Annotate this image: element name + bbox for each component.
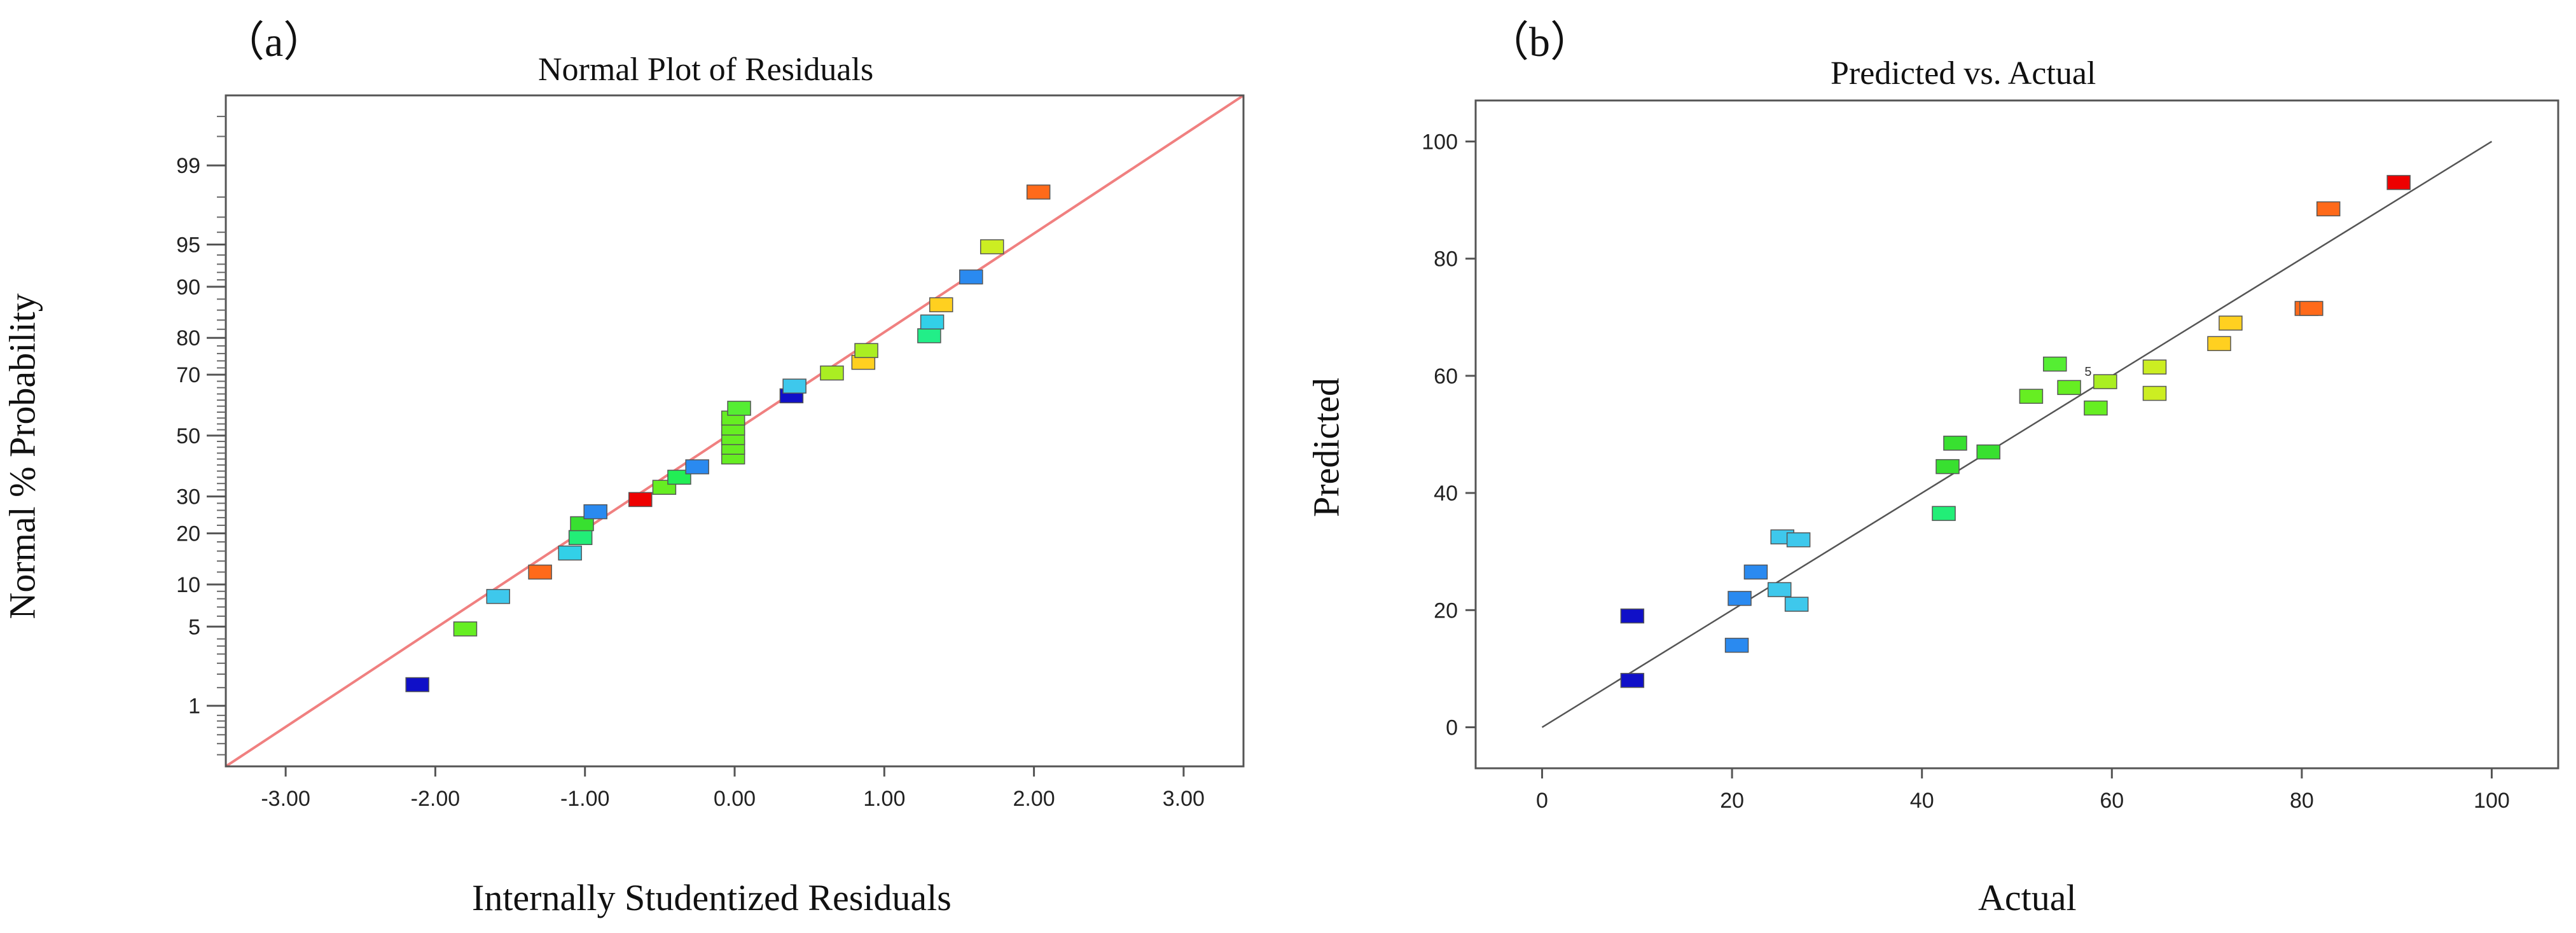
- chart-a-y-tick-label: 50: [176, 424, 200, 448]
- chart-b-data-point: [2057, 380, 2081, 396]
- chart-b-data-point: [2019, 389, 2044, 404]
- chart-b-data-point: [2084, 400, 2108, 416]
- chart-a-x-tick-label: -3.00: [261, 787, 310, 811]
- chart-b-data-point: [1768, 582, 1792, 597]
- chart-b-data-point: [1932, 506, 1956, 522]
- chart-a-y-tick-label: 10: [176, 573, 200, 597]
- chart-b-data-point: [1943, 436, 1967, 451]
- chart-a-data-point: [568, 530, 593, 545]
- chart-b-data-point: [1784, 597, 1809, 612]
- chart-b-data-point: [1728, 591, 1752, 606]
- chart-b-predicted-vs-actual: 0 20 40 60 80 100 0 20 40 60 80 100 5: [1422, 99, 2559, 813]
- chart-b-data-point: [2142, 385, 2167, 401]
- chart-b-y-tick-label: 40: [1434, 481, 1458, 506]
- chart-a-x-tick-label: 1.00: [863, 787, 905, 811]
- chart-b-data-point: [2042, 356, 2067, 372]
- chart-a-data-point: [854, 343, 878, 358]
- chart-a-title: Normal Plot of Residuals: [538, 52, 874, 88]
- chart-b-x-tick-label: 40: [1910, 789, 1934, 813]
- chart-b-data-point: [2299, 301, 2323, 316]
- chart-a-data-point: [628, 492, 653, 508]
- chart-a-data-point: [570, 516, 594, 532]
- chart-b-data-point: [1786, 532, 1811, 548]
- chart-a-y-tick-label: 99: [176, 154, 200, 178]
- chart-b-annotation: 5: [2084, 365, 2091, 379]
- chart-a-y-tick-label: 30: [176, 485, 200, 509]
- chart-a-data-point: [583, 504, 607, 520]
- chart-b-data-point: [1620, 608, 1645, 624]
- chart-a-data-point: [727, 401, 751, 416]
- chart-a-y-tick-label: 70: [176, 363, 200, 387]
- chart-b-title: Predicted vs. Actual: [1831, 55, 2096, 92]
- chart-a-y-tick-label: 1: [188, 695, 200, 719]
- chart-b-x-tick-label: 0: [1536, 789, 1548, 813]
- chart-a-x-tick-label: 2.00: [1013, 787, 1055, 811]
- chart-a-data-point: [920, 314, 945, 330]
- chart-a-x-tick-label: -1.00: [560, 787, 610, 811]
- chart-a-data-point: [405, 677, 429, 693]
- chart-a-x-axis-title: Internally Studentized Residuals: [472, 877, 952, 918]
- chart-b-plot-frame: [1474, 99, 2559, 770]
- chart-b-data-point: [1935, 459, 1960, 474]
- chart-a-y-tick-label: 5: [188, 615, 200, 639]
- chart-a-data-point: [558, 545, 582, 561]
- chart-b-x-axis-title: Actual: [1978, 877, 2077, 918]
- chart-a-normal-plot: -3.00 -2.00 -1.00 0.00 1.00 2.00 3.00 1 5 10 20 30 5…: [176, 94, 1245, 811]
- chart-a-x-tick-label: 0.00: [714, 787, 756, 811]
- chart-b-x-tick-label: 100: [2474, 789, 2510, 813]
- chart-b-data-point: [2207, 336, 2231, 351]
- chart-a-y-tick-label: 95: [176, 233, 200, 258]
- chart-a-data-point: [685, 459, 709, 474]
- chart-b-x-tick-label: 60: [2100, 789, 2124, 813]
- chart-a-data-point: [820, 365, 844, 381]
- chart-b-data-point: [2093, 374, 2117, 389]
- chart-b-y-tick-label: 100: [1422, 130, 1458, 154]
- chart-b-y-tick-label: 80: [1434, 247, 1458, 272]
- chart-b-data-point: [2142, 359, 2167, 375]
- chart-b-data-point: [1620, 673, 1645, 688]
- chart-b-data-point: [1743, 564, 1768, 580]
- chart-b-y-tick-label: 20: [1434, 598, 1458, 623]
- chart-a-data-point: [528, 564, 552, 580]
- chart-a-y-tick-label: 20: [176, 522, 200, 546]
- chart-b-data-point: [1976, 444, 2000, 460]
- chart-a-x-tick-label: -2.00: [411, 787, 460, 811]
- chart-a-y-tick-label: 80: [176, 326, 200, 350]
- chart-a-data-point: [782, 378, 807, 394]
- chart-b-data-point: [2386, 175, 2411, 190]
- chart-b-data-point: [2219, 315, 2243, 331]
- chart-b-y-tick-label: 60: [1434, 364, 1458, 389]
- chart-b-data-point: [2316, 201, 2341, 217]
- chart-a-data-point: [1026, 184, 1051, 200]
- chart-b-data-point: [1724, 637, 1749, 653]
- panel-a-label: （a）: [223, 19, 326, 66]
- panel-b-label: （b）: [1487, 19, 1592, 66]
- chart-a-data-point: [959, 269, 983, 285]
- chart-b-x-tick-label: 20: [1720, 789, 1744, 813]
- chart-b-x-tick-label: 80: [2290, 789, 2314, 813]
- chart-b-y-tick-label: 0: [1446, 716, 1458, 740]
- chart-a-data-point: [667, 469, 691, 485]
- chart-a-data-point: [917, 328, 941, 343]
- chart-a-data-point: [980, 239, 1004, 254]
- chart-b-reference-line: [1541, 141, 2493, 728]
- chart-a-y-tick-label: 90: [176, 275, 200, 300]
- chart-a-data-point: [453, 621, 478, 637]
- chart-a-x-tick-label: 3.00: [1163, 787, 1205, 811]
- chart-a-data-point: [486, 589, 510, 604]
- chart-a-data-point: [929, 297, 953, 312]
